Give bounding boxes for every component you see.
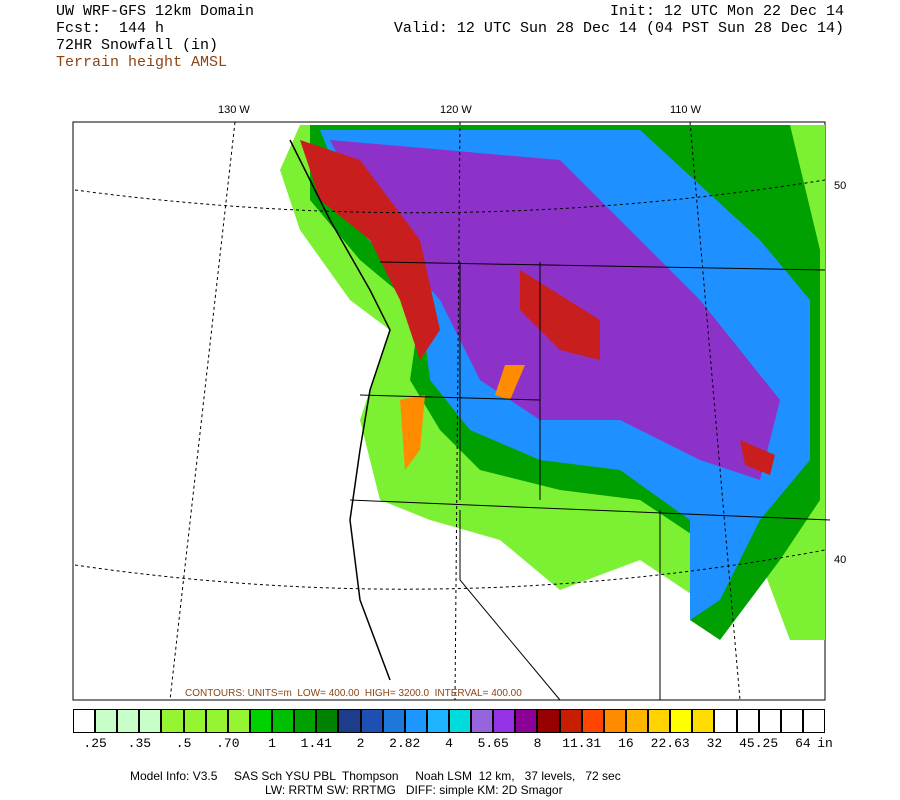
colorbar-box — [294, 709, 317, 733]
valid-time: Valid: 12 UTC Sun 28 Dec 14 (04 PST Sun … — [393, 20, 844, 37]
contour-info: CONTOURS: UNITS=m LOW= 400.00 HIGH= 3200… — [185, 688, 522, 699]
colorbar-box — [648, 709, 671, 733]
colorbar-box — [117, 709, 140, 733]
lon-label: 120 W — [440, 104, 472, 116]
colorbar-box — [515, 709, 538, 733]
lon-line — [169, 121, 236, 701]
colorbar-box — [714, 709, 737, 733]
colorbar-box — [670, 709, 693, 733]
lon-label: 130 W — [218, 104, 250, 116]
footer-line: LW: RRTM SW: RRTMG DIFF: simple KM: 2D S… — [265, 783, 563, 797]
field-name: 72HR Snowfall (in) — [56, 37, 219, 54]
border — [379, 261, 826, 271]
coastline — [289, 139, 391, 681]
colorbar-box — [249, 709, 273, 733]
colorbar-box — [183, 709, 206, 733]
colorbar-box — [736, 709, 759, 733]
lon-label: 110 W — [670, 104, 701, 116]
footer-line: Model Info: V3.5 SAS Sch YSU PBL Thompso… — [130, 769, 621, 783]
colorbar-box — [603, 709, 626, 733]
colorbar-box — [227, 709, 250, 733]
colorbar-box — [338, 709, 361, 733]
colorbar-box — [426, 709, 449, 733]
model-title: UW WRF-GFS 12km Domain — [56, 3, 255, 20]
colorbar-box — [493, 709, 516, 733]
border — [349, 499, 831, 521]
colorbar-label: 4 — [445, 736, 453, 751]
colorbar-box — [581, 709, 604, 733]
snow-extreme-3 — [400, 395, 425, 470]
colorbar-box — [471, 709, 494, 733]
colorbar-box — [316, 709, 339, 733]
snowfall-field — [280, 125, 825, 640]
colorbar-box — [360, 709, 383, 733]
colorbar-box — [802, 709, 825, 733]
colorbar-box — [559, 709, 582, 733]
lat-label: 40 — [834, 554, 847, 566]
colorbar-label: 45.25 — [739, 736, 779, 751]
colorbar-label: 32 — [706, 736, 723, 751]
lon-line — [454, 121, 461, 701]
colorbar-label: 8 — [533, 736, 542, 751]
colorbar-label: 1 — [268, 736, 276, 751]
border — [459, 510, 561, 701]
forecast-hour: Fcst: 144 h — [56, 20, 165, 37]
colorbar-label: 16 — [618, 736, 634, 751]
lat-line — [74, 179, 826, 214]
colorbar-unit: in — [817, 736, 833, 751]
contour-field: Terrain height AMSL — [56, 54, 228, 71]
colorbar-label: 1.41 — [300, 736, 332, 751]
init-time: Init: 12 UTC Mon 22 Dec 14 — [609, 3, 844, 20]
colorbar-label: .35 — [127, 736, 152, 751]
colorbar-label: 22.63 — [650, 736, 690, 751]
colorbar-label: 64 — [795, 736, 811, 751]
colorbar-box — [272, 709, 295, 733]
colorbar-label: .5 — [175, 736, 192, 751]
colorbar-box — [139, 709, 162, 733]
colorbar-box — [625, 709, 649, 733]
colorbar-box — [161, 709, 184, 733]
colorbar-box — [205, 709, 228, 733]
snow-extreme-5 — [740, 440, 775, 475]
snow-extreme-1 — [300, 140, 440, 360]
colorbar-label: 5.65 — [477, 736, 509, 751]
colorbar-box — [758, 709, 781, 733]
colorbar-box — [537, 709, 560, 733]
colorbar-box — [73, 709, 96, 733]
colorbar-box — [382, 709, 405, 733]
colorbar-label: 2.82 — [389, 736, 421, 751]
map-lines — [74, 121, 831, 701]
colorbar-box — [404, 709, 427, 733]
colorbar-label: .25 — [83, 736, 107, 751]
lon-line — [689, 121, 741, 701]
colorbar-label: 2 — [356, 736, 365, 751]
colorbar-box — [449, 709, 472, 733]
snow-extreme-4 — [495, 365, 525, 400]
colorbar-box — [692, 709, 715, 733]
colorbar-box — [95, 709, 118, 733]
lat-label: 50 — [834, 180, 847, 192]
colorbar-label: .70 — [216, 736, 240, 751]
colorbar-box — [780, 709, 803, 733]
border — [359, 394, 541, 401]
colorbar-label: 11.31 — [562, 736, 602, 751]
